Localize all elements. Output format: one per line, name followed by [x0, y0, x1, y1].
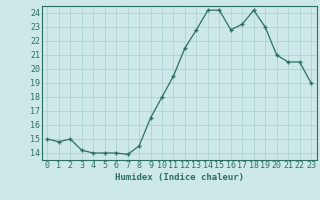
X-axis label: Humidex (Indice chaleur): Humidex (Indice chaleur) — [115, 173, 244, 182]
